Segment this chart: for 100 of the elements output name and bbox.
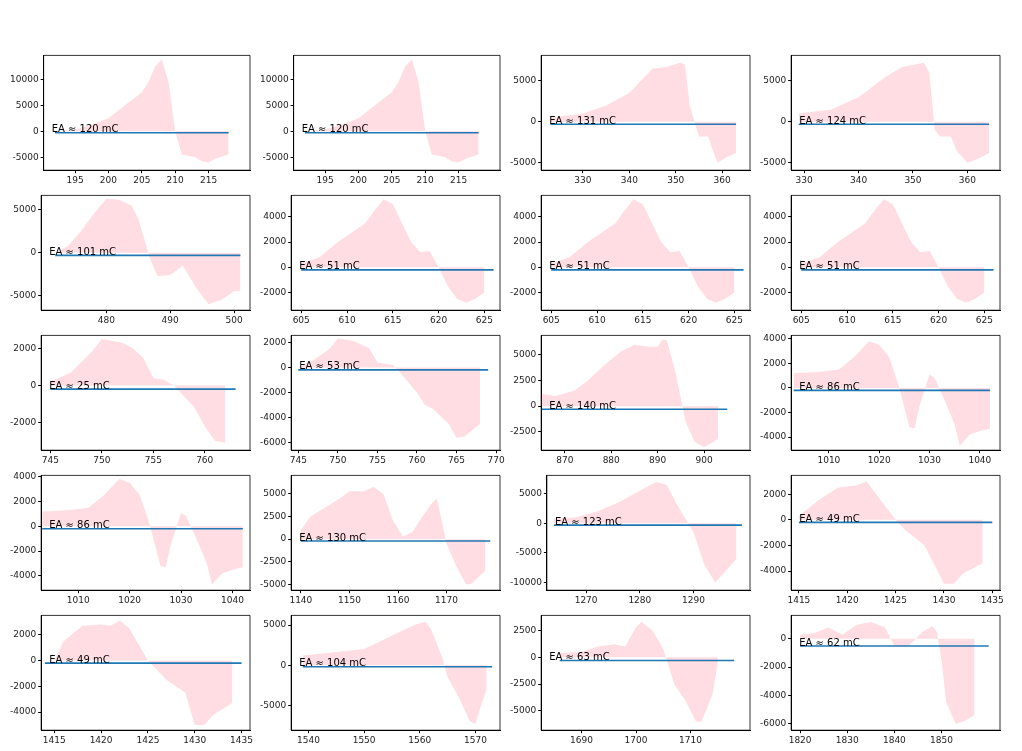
- y-tick-label: 10000: [9, 73, 39, 84]
- x-tick-label: 1150: [337, 594, 362, 605]
- annotation: EA ≈ 49 mC: [799, 512, 860, 524]
- y-tick-label: 0: [280, 261, 287, 272]
- x-tick-label: 605: [542, 314, 560, 325]
- y-tick-label: 4000: [263, 211, 287, 222]
- y-tick-label: 0: [780, 382, 787, 393]
- x-tick-label: 770: [487, 454, 505, 465]
- y-tick-label: 2000: [763, 357, 787, 368]
- y-tick-label: 5000: [13, 204, 37, 215]
- y-tick-label: -2000: [760, 539, 787, 550]
- x-tick-label: 620: [930, 314, 948, 325]
- y-tick-label: 0: [30, 520, 37, 531]
- y-tick-label: 2000: [13, 629, 37, 640]
- x-tick-label: 1690: [570, 734, 594, 745]
- y-tick-label: 2000: [263, 336, 287, 347]
- x-tick-label: 615: [884, 314, 902, 325]
- y-tick-label: -6000: [760, 718, 787, 729]
- x-tick-label: 870: [556, 454, 574, 465]
- y-tick-label: -4000: [760, 689, 787, 700]
- y-tick-label: -5000: [760, 157, 787, 168]
- annotation: EA ≈ 86 mC: [799, 380, 860, 392]
- x-tick-label: 215: [450, 174, 468, 185]
- x-tick-label: 1010: [66, 594, 90, 605]
- y-tick-label: -5000: [262, 151, 289, 162]
- y-tick-label: 0: [280, 659, 287, 670]
- y-tick-label: 0: [780, 261, 787, 272]
- x-tick-label: 1010: [817, 454, 841, 465]
- x-tick-label: 890: [649, 454, 667, 465]
- x-tick-label: 1430: [183, 734, 207, 745]
- y-tick-label: -4000: [260, 411, 287, 422]
- x-tick-label: 615: [634, 314, 652, 325]
- y-tick-label: 5000: [263, 619, 287, 630]
- y-tick-label: 0: [530, 261, 537, 272]
- x-tick-label: 1540: [296, 734, 321, 745]
- y-tick-label: -5000: [510, 157, 537, 168]
- annotation: EA ≈ 51 mC: [799, 260, 860, 272]
- annotation: EA ≈ 120 mC: [51, 123, 119, 135]
- x-tick-label: 1020: [867, 454, 891, 465]
- y-tick-label: -2000: [760, 661, 787, 672]
- x-tick-label: 1830: [835, 734, 859, 745]
- y-tick-label: 0: [530, 400, 537, 411]
- x-tick-label: 1435: [980, 594, 1004, 605]
- y-tick-label: 2000: [513, 236, 537, 247]
- x-tick-label: 1290: [682, 594, 706, 605]
- x-tick-label: 350: [667, 174, 685, 185]
- x-tick-label: 500: [225, 314, 243, 325]
- x-tick-label: 610: [588, 314, 606, 325]
- x-tick-label: 750: [329, 454, 347, 465]
- x-tick-label: 1700: [624, 734, 648, 745]
- x-tick-label: 1030: [169, 594, 193, 605]
- y-tick-label: 5000: [15, 99, 39, 110]
- x-tick-label: 625: [725, 314, 744, 325]
- y-tick-label: 0: [530, 651, 537, 662]
- x-tick-label: 195: [66, 174, 84, 185]
- y-tick-label: -4000: [760, 431, 787, 442]
- annotation: EA ≈ 51 mC: [299, 260, 360, 272]
- x-tick-label: 750: [93, 454, 111, 465]
- x-tick-label: 605: [292, 314, 310, 325]
- x-tick-label: 625: [475, 314, 494, 325]
- x-tick-label: 605: [792, 314, 810, 325]
- y-tick-label: 2500: [513, 624, 537, 635]
- x-tick-label: 360: [713, 174, 732, 185]
- x-tick-label: 1170: [435, 594, 459, 605]
- x-tick-label: 1435: [230, 734, 254, 745]
- x-tick-label: 1560: [408, 734, 432, 745]
- y-tick-label: -2500: [260, 556, 287, 567]
- annotation: EA ≈ 49 mC: [49, 653, 110, 665]
- y-tick-label: -5000: [510, 705, 537, 716]
- y-tick-label: 0: [30, 654, 37, 665]
- y-tick-label: -2500: [510, 678, 537, 689]
- x-tick-label: 1415: [42, 734, 66, 745]
- x-tick-label: 1160: [386, 594, 410, 605]
- x-tick-label: 765: [447, 454, 466, 465]
- x-tick-label: 755: [144, 454, 162, 465]
- y-tick-label: 5000: [265, 99, 289, 110]
- annotation: EA ≈ 131 mC: [549, 114, 617, 126]
- x-tick-label: 625: [975, 314, 994, 325]
- x-tick-label: 340: [850, 174, 868, 185]
- annotation: EA ≈ 124 mC: [799, 114, 867, 126]
- y-tick-label: -2000: [10, 545, 37, 556]
- x-tick-label: 490: [161, 314, 180, 325]
- y-tick-label: 0: [530, 116, 537, 127]
- x-tick-label: 1030: [918, 454, 942, 465]
- x-tick-label: 1270: [574, 594, 598, 605]
- y-tick-label: -2000: [510, 286, 537, 297]
- y-tick-label: -2500: [510, 426, 537, 437]
- x-tick-label: 1820: [788, 734, 812, 745]
- x-tick-label: 755: [368, 454, 386, 465]
- y-tick-label: 0: [536, 517, 543, 528]
- y-tick-label: -5000: [260, 699, 287, 710]
- x-tick-label: 745: [41, 454, 59, 465]
- annotation: EA ≈ 120 mC: [301, 123, 369, 135]
- y-tick-label: 5000: [513, 349, 537, 360]
- y-tick-label: 2500: [263, 510, 287, 521]
- y-tick-label: 5000: [263, 488, 287, 499]
- y-tick-label: -2000: [260, 286, 287, 297]
- y-tick-label: 5000: [763, 75, 787, 86]
- y-tick-label: 4000: [763, 211, 787, 222]
- x-tick-label: 330: [574, 174, 592, 185]
